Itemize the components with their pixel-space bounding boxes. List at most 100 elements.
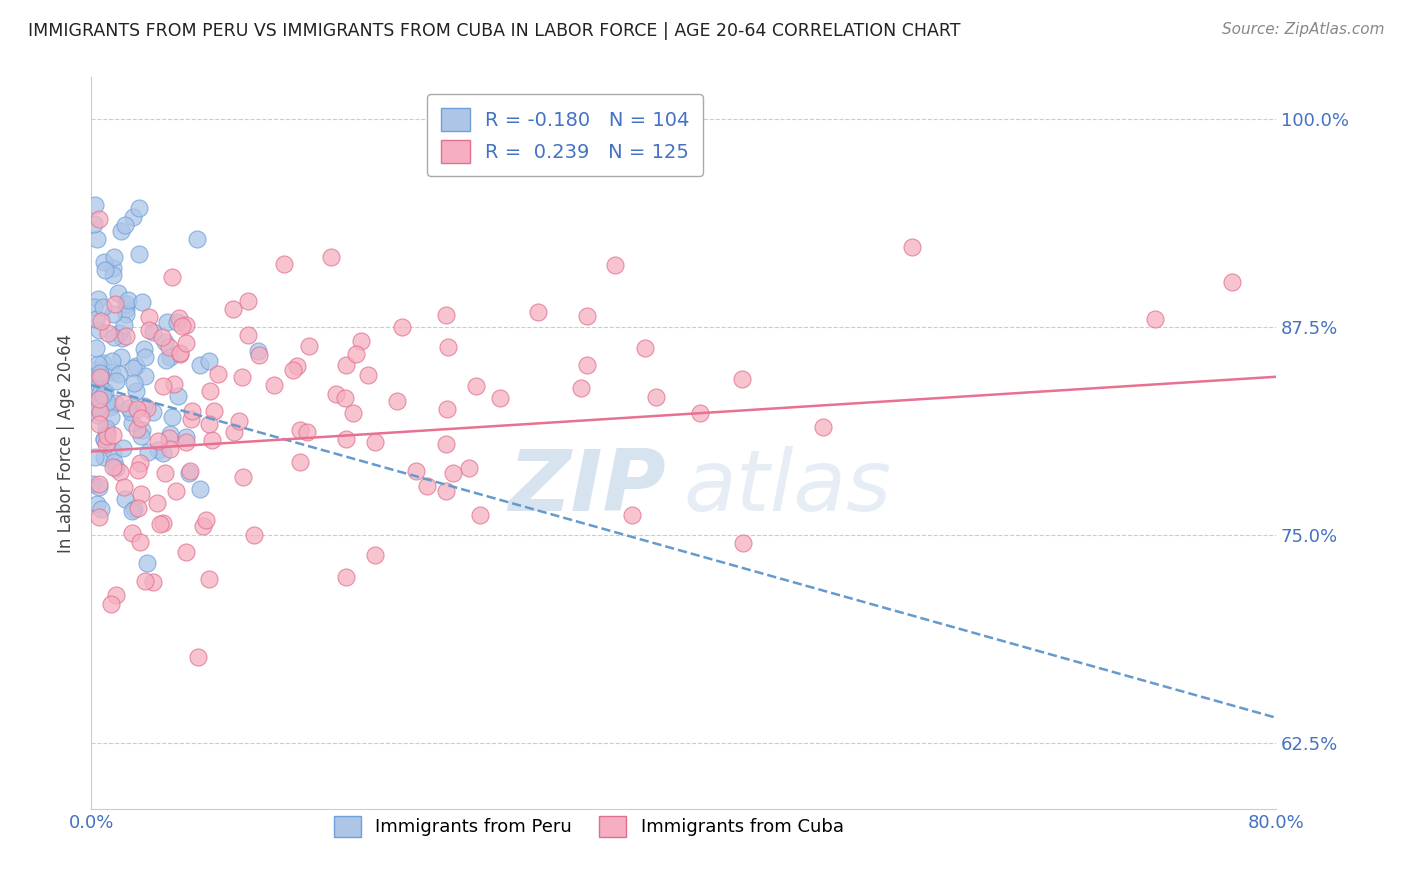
Point [94,384,117,398]
Text: IMMIGRANTS FROM PERU VS IMMIGRANTS FROM CUBA IN LABOR FORCE | AGE 20-64 CORRELAT: IMMIGRANTS FROM PERU VS IMMIGRANTS FROM … [28,22,960,40]
Point [101,260,124,275]
Legend: Immigrants from Peru, Immigrants from Cuba: Immigrants from Peru, Immigrants from Cu… [326,809,851,844]
Point [350,334,373,348]
Point [198,384,221,399]
Point [157,431,180,445]
Point [96,429,118,443]
Point [100,410,122,425]
Point [232,470,254,484]
Point [134,574,156,588]
Point [94,437,117,451]
Point [87,476,110,491]
Point [112,318,135,333]
Point [198,572,221,586]
Point [238,328,260,343]
Point [142,325,165,339]
Point [150,329,173,343]
Point [125,359,148,373]
Point [811,420,834,434]
Point [127,422,149,436]
Point [689,406,711,420]
Point [93,432,115,446]
Point [163,377,186,392]
Point [108,465,131,479]
Point [290,424,312,438]
Point [86,232,108,246]
Point [489,392,512,406]
Point [201,434,224,448]
Point [436,401,458,416]
Point [187,649,209,664]
Point [89,378,111,392]
Point [465,379,488,393]
Point [181,404,204,418]
Point [243,528,266,542]
Point [198,354,221,368]
Point [87,292,110,306]
Point [90,368,112,383]
Point [86,358,108,372]
Point [325,387,347,401]
Point [333,391,356,405]
Point [82,369,104,384]
Point [94,263,117,277]
Point [645,390,668,404]
Point [634,341,657,355]
Point [90,502,112,516]
Point [342,406,364,420]
Point [298,338,321,352]
Point [288,455,311,469]
Point [107,326,129,340]
Point [188,482,211,496]
Point [115,307,138,321]
Point [176,435,198,450]
Point [145,496,167,510]
Point [114,297,136,311]
Point [104,460,127,475]
Point [83,197,105,211]
Point [153,334,176,349]
Point [335,358,357,372]
Point [87,392,110,407]
Point [273,257,295,271]
Point [131,423,153,437]
Point [731,372,754,386]
Point [170,319,193,334]
Point [207,367,229,381]
Point [575,310,598,324]
Point [285,359,308,374]
Point [135,401,157,416]
Point [129,429,152,443]
Point [98,400,121,414]
Point [132,342,155,356]
Point [575,358,598,372]
Point [202,404,225,418]
Point [86,312,108,326]
Point [110,223,132,237]
Point [166,389,188,403]
Point [91,356,114,370]
Point [416,479,439,493]
Point [134,368,156,383]
Point [160,269,183,284]
Point [136,445,159,459]
Text: ZIP: ZIP [508,446,666,529]
Point [127,501,149,516]
Point [128,456,150,470]
Point [82,363,104,377]
Point [121,417,143,431]
Point [103,443,125,458]
Point [104,374,127,388]
Point [121,526,143,541]
Point [128,201,150,215]
Point [114,491,136,506]
Point [434,483,457,498]
Point [103,330,125,344]
Point [142,405,165,419]
Point [468,508,491,523]
Point [132,399,155,413]
Point [91,387,114,401]
Point [82,398,104,412]
Point [117,293,139,308]
Point [169,346,191,360]
